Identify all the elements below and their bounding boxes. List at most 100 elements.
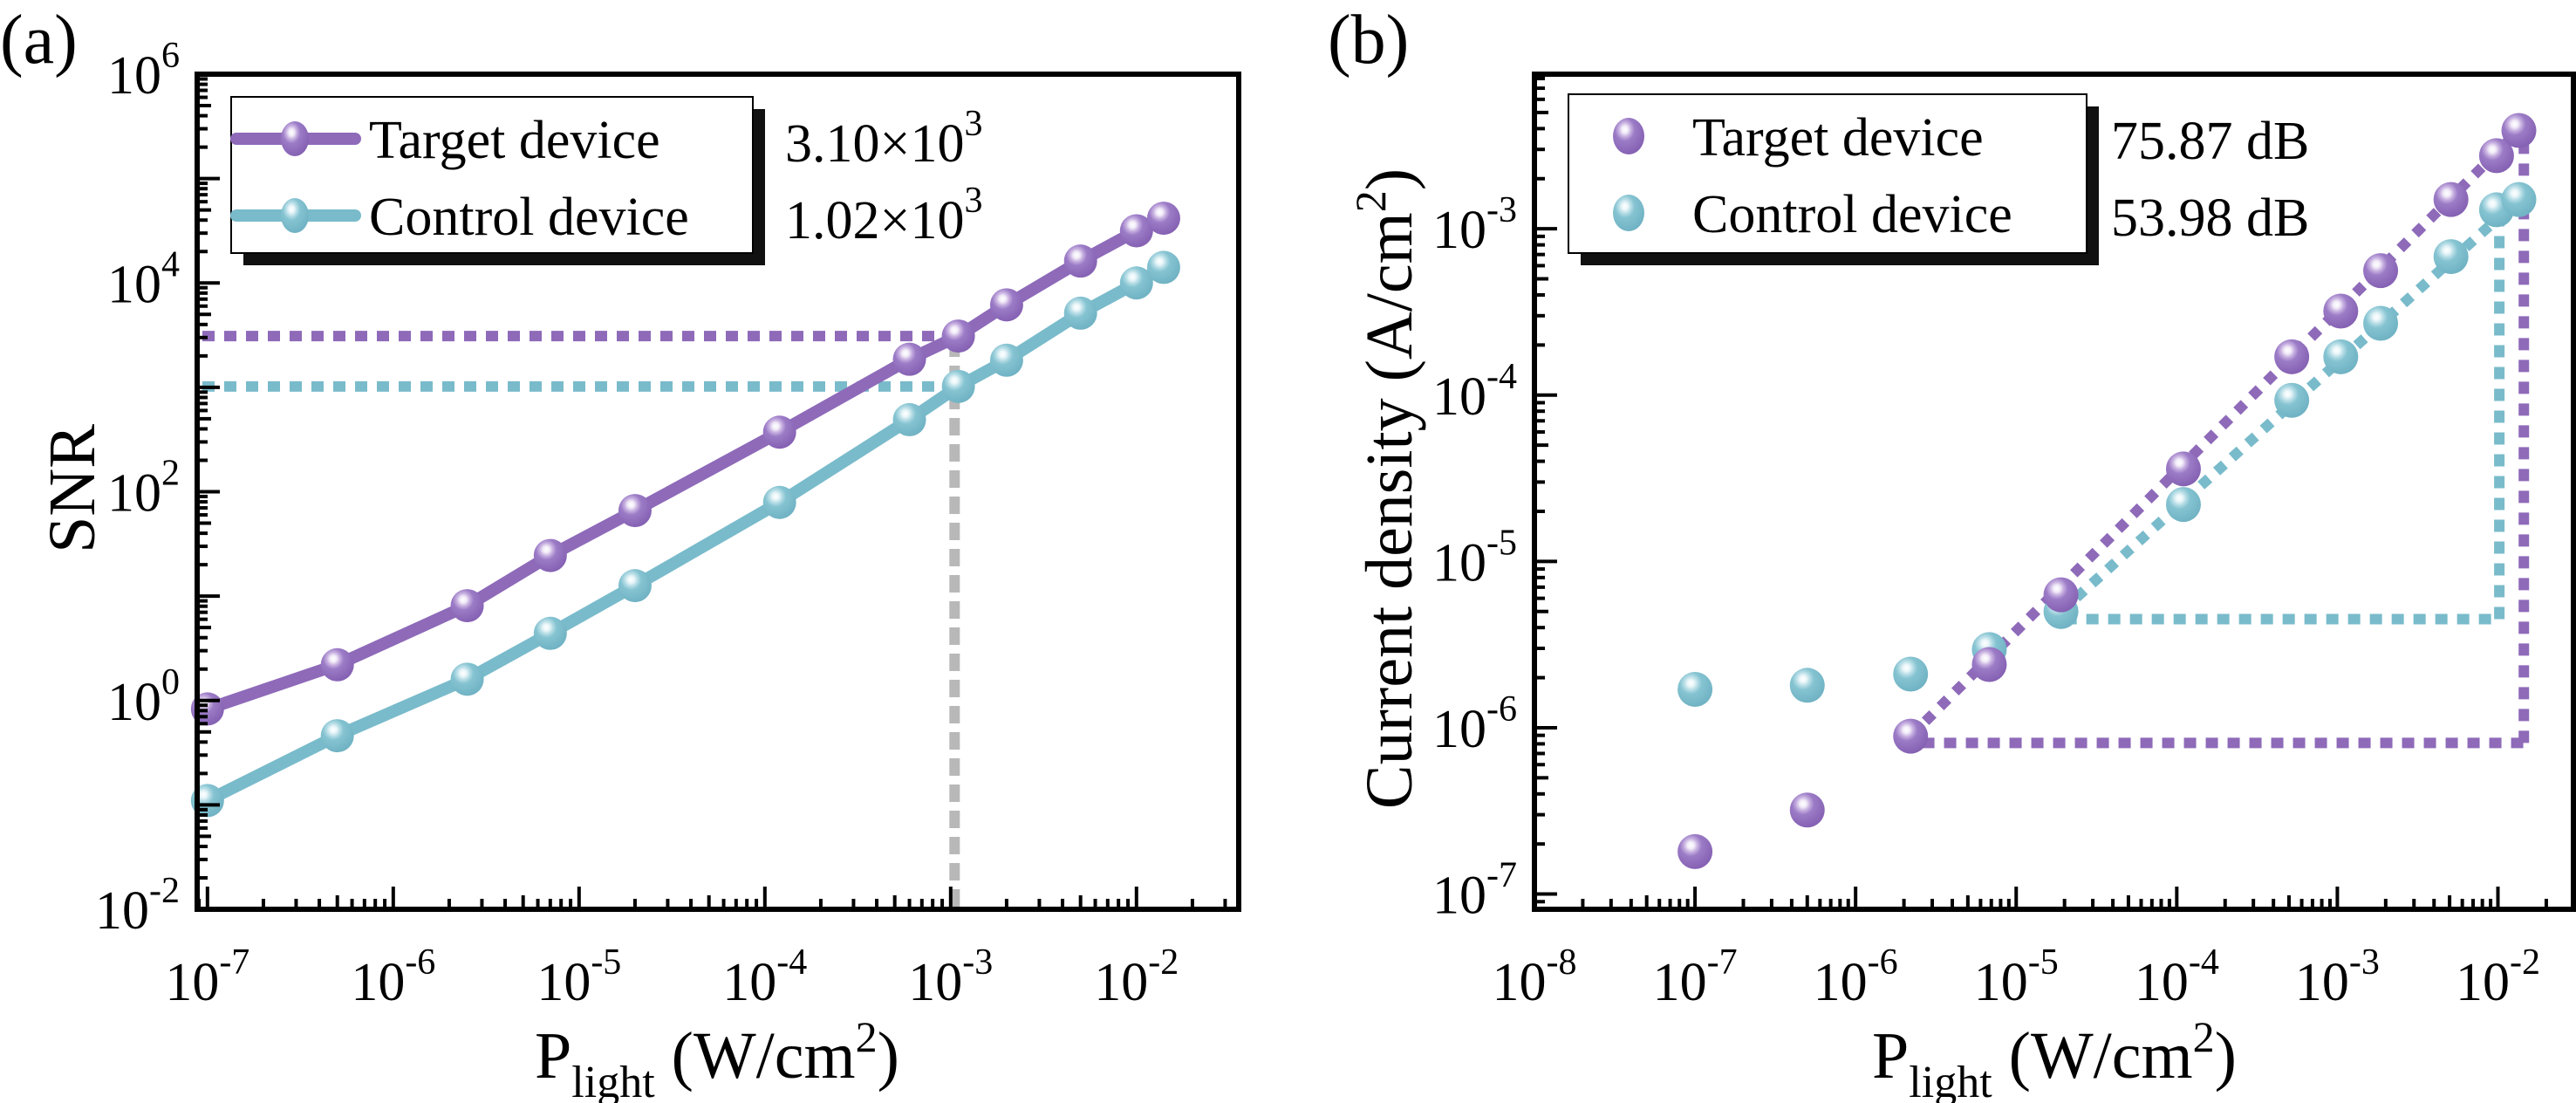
x-tick-exponent: -2 — [2510, 942, 2540, 983]
x-axis-title-sub-b: light — [1909, 1058, 1992, 1103]
annotation-exponent: 3 — [964, 181, 982, 221]
plot-frame-b — [1532, 72, 2576, 912]
x-tick-exponent: -6 — [405, 942, 435, 983]
x-tick-label: 10-6 — [1814, 942, 1898, 1012]
legend-marker-icon — [1613, 195, 1644, 231]
x-tick-exponent: -8 — [1547, 942, 1577, 983]
x-tick-label: 10-6 — [351, 942, 435, 1012]
x-tick-base: 10 — [1493, 953, 1547, 1012]
data-point — [1893, 718, 1929, 754]
y-tick-exponent: 0 — [161, 662, 180, 702]
y-tick-label: 10-3 — [1432, 190, 1517, 260]
annotation-value: 3.10×10 — [785, 114, 964, 174]
x-tick-base: 10 — [908, 953, 962, 1012]
x-tick-exponent: -5 — [591, 942, 621, 983]
legend-label: Target device — [1692, 108, 1984, 168]
legend-marker-icon — [281, 121, 309, 156]
y-tick-base: 10 — [1432, 700, 1486, 759]
x-tick-base: 10 — [1974, 953, 2028, 1012]
y-tick-exponent: -5 — [1486, 523, 1517, 563]
data-point — [618, 569, 652, 603]
data-point — [2478, 138, 2514, 174]
data-point — [1677, 672, 1713, 708]
y-tick-label: 10-2 — [95, 871, 180, 941]
data-point — [1146, 202, 1180, 236]
legend-marker-icon — [1613, 118, 1644, 154]
x-tick-label: 10-2 — [1094, 942, 1179, 1012]
y-tick-label: 10-6 — [1432, 689, 1517, 759]
y-tick-base: 10 — [107, 673, 161, 732]
x-tick-base: 10 — [1653, 953, 1707, 1012]
data-point — [989, 288, 1023, 322]
x-axis-title-a: Plight (W/cm2) — [535, 1012, 899, 1103]
data-point — [1063, 296, 1097, 330]
x-tick-label: 10-4 — [722, 942, 807, 1012]
data-point — [2323, 339, 2359, 374]
y-axis-title-sup-b: 2 — [1346, 190, 1395, 212]
series-line — [201, 212, 1170, 716]
legend-annotation: 53.98 dB — [2111, 188, 2309, 248]
x-tick-exponent: -5 — [2028, 942, 2059, 983]
data-point — [533, 538, 567, 572]
data-point — [2363, 253, 2399, 289]
x-tick-label: 10-5 — [536, 942, 621, 1012]
data-point — [1971, 647, 2007, 682]
x-axis-title-close-a: ) — [878, 1019, 899, 1093]
series-line — [201, 261, 1170, 807]
data-point — [1677, 833, 1713, 869]
x-tick-base: 10 — [165, 953, 219, 1012]
x-tick-base: 10 — [1814, 953, 1868, 1012]
y-tick-base: 10 — [95, 881, 149, 941]
series-b — [1677, 113, 2537, 869]
data-point — [762, 415, 796, 449]
data-point — [1119, 266, 1153, 300]
x-tick-base: 10 — [536, 953, 591, 1012]
x-tick-base: 10 — [2135, 953, 2189, 1012]
data-point — [533, 616, 567, 650]
series-a — [190, 202, 1180, 818]
y-tick-base: 10 — [1432, 201, 1486, 260]
x-tick-label: 10-5 — [1974, 942, 2059, 1012]
y-tick-exponent: 4 — [161, 244, 180, 284]
panel-label-a: (a) — [0, 2, 78, 79]
y-axis-title-a: SNR — [36, 424, 109, 553]
data-point — [2043, 577, 2079, 613]
x-tick-label: 10-7 — [165, 942, 249, 1012]
series-target-device — [1677, 113, 2537, 869]
x-axis-title-main-b: P — [1872, 1019, 1909, 1093]
panel-label-b: (b) — [1328, 2, 1409, 79]
y-tick-base: 10 — [1432, 367, 1486, 427]
data-point — [2165, 451, 2201, 487]
x-axis-title-main-a: P — [535, 1019, 571, 1093]
x-tick-label: 10-2 — [2456, 942, 2540, 1012]
x-tick-exponent: -7 — [219, 942, 249, 983]
data-point — [2501, 113, 2537, 148]
y-tick-exponent: -4 — [1486, 357, 1517, 397]
x-tick-base: 10 — [2456, 953, 2510, 1012]
y-tick-exponent: -6 — [1486, 689, 1517, 730]
panel-b: (b) 10-8 10-7 10-6 10-5 10-4 10-3 10-210-310-4… — [1328, 2, 2576, 1103]
x-tick-label: 10-7 — [1653, 942, 1738, 1012]
y-tick-label: 106 — [107, 36, 180, 106]
legend-a: Target device 3.10×103 Control device 1.02×… — [230, 96, 982, 265]
y-tick-base: 10 — [107, 464, 161, 524]
x-axis-title-sup-b: 2 — [2193, 1012, 2215, 1061]
x-tick-label: 10-8 — [1493, 942, 1577, 1012]
annotation-exponent: 3 — [964, 104, 982, 144]
data-point — [618, 494, 652, 528]
data-point — [320, 719, 354, 753]
series-target-device — [190, 202, 1180, 726]
data-point — [989, 343, 1023, 377]
fit-line-target — [1906, 127, 2523, 740]
y-axis-title-main-b: Current density (A/cm — [1353, 212, 1426, 809]
legend-annotation: 75.87 dB — [2111, 112, 2309, 171]
data-point — [1893, 656, 1929, 692]
y-tick-exponent: -2 — [149, 871, 180, 911]
guide-lines-a — [202, 331, 960, 907]
data-point — [1146, 250, 1180, 284]
x-tick-label: 10-3 — [2295, 942, 2380, 1012]
y-tick-label: 104 — [107, 244, 180, 314]
x-tick-exponent: -7 — [1707, 942, 1738, 983]
x-axis-title-unit-a: (W/cm — [655, 1019, 856, 1093]
